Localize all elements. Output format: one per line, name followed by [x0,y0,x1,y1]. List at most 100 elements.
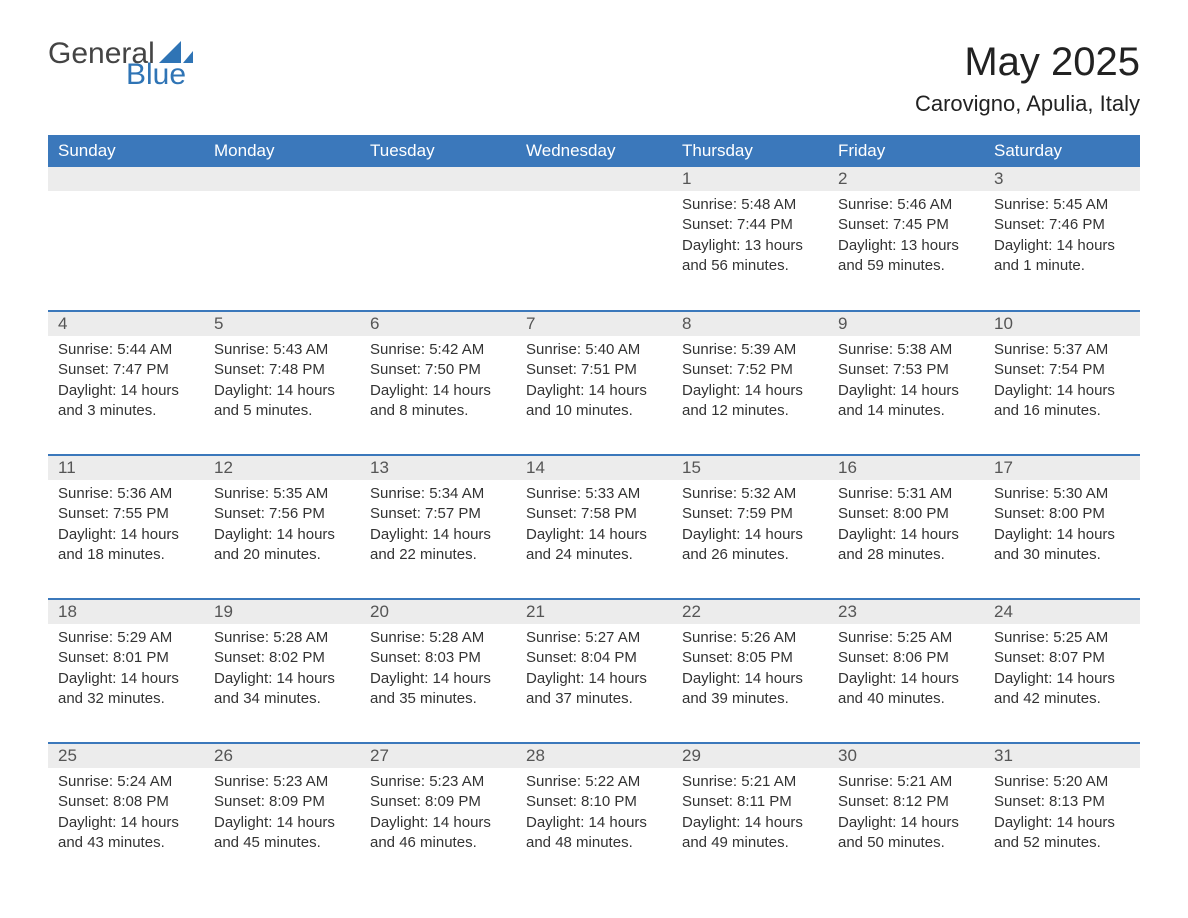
day-body: Sunrise: 5:38 AMSunset: 7:53 PMDaylight:… [828,336,984,429]
day-number: 4 [48,312,204,336]
daylight-line-1: Daylight: 14 hours [370,669,506,689]
day-body: Sunrise: 5:39 AMSunset: 7:52 PMDaylight:… [672,336,828,429]
col-sun: Sunday [48,135,204,167]
daylight-line-1: Daylight: 14 hours [58,669,194,689]
day-body: Sunrise: 5:27 AMSunset: 8:04 PMDaylight:… [516,624,672,717]
calendar-day-cell: 18Sunrise: 5:29 AMSunset: 8:01 PMDayligh… [48,599,204,743]
daylight-line-1: Daylight: 14 hours [682,525,818,545]
calendar-day-cell: 4Sunrise: 5:44 AMSunset: 7:47 PMDaylight… [48,311,204,455]
calendar-day-cell: 1Sunrise: 5:48 AMSunset: 7:44 PMDaylight… [672,167,828,311]
daylight-line-1: Daylight: 14 hours [58,813,194,833]
daylight-line-1: Daylight: 14 hours [370,813,506,833]
daylight-line-2: and 30 minutes. [994,545,1130,565]
sunset-line: Sunset: 7:52 PM [682,360,818,380]
day-number: 27 [360,744,516,768]
daylight-line-1: Daylight: 14 hours [526,669,662,689]
calendar-day-cell: 24Sunrise: 5:25 AMSunset: 8:07 PMDayligh… [984,599,1140,743]
daylight-line-1: Daylight: 14 hours [994,525,1130,545]
daylight-line-1: Daylight: 14 hours [58,381,194,401]
day-body: Sunrise: 5:32 AMSunset: 7:59 PMDaylight:… [672,480,828,573]
day-number: 6 [360,312,516,336]
calendar-day-cell [48,167,204,311]
day-body [204,191,360,203]
daylight-line-1: Daylight: 14 hours [838,525,974,545]
daylight-line-2: and 52 minutes. [994,833,1130,853]
weekday-header-row: Sunday Monday Tuesday Wednesday Thursday… [48,135,1140,167]
calendar-day-cell: 19Sunrise: 5:28 AMSunset: 8:02 PMDayligh… [204,599,360,743]
day-number: 24 [984,600,1140,624]
day-body: Sunrise: 5:23 AMSunset: 8:09 PMDaylight:… [360,768,516,861]
day-body: Sunrise: 5:40 AMSunset: 7:51 PMDaylight:… [516,336,672,429]
daylight-line-2: and 28 minutes. [838,545,974,565]
sunrise-line: Sunrise: 5:42 AM [370,340,506,360]
daylight-line-2: and 50 minutes. [838,833,974,853]
daylight-line-1: Daylight: 14 hours [682,813,818,833]
daylight-line-2: and 18 minutes. [58,545,194,565]
calendar-day-cell: 3 Sunrise: 5:45 AMSunset: 7:46 PMDaylight… [984,167,1140,311]
daylight-line-1: Daylight: 14 hours [526,813,662,833]
sunset-line: Sunset: 7:54 PM [994,360,1130,380]
title-location: Carovigno, Apulia, Italy [915,91,1140,117]
sunrise-line: Sunrise: 5:45 AM [994,195,1130,215]
daylight-line-2: and 35 minutes. [370,689,506,709]
daylight-line-1: Daylight: 14 hours [994,669,1130,689]
daylight-line-1: Daylight: 14 hours [214,813,350,833]
daylight-line-2: and 8 minutes. [370,401,506,421]
day-body: Sunrise: 5:42 AMSunset: 7:50 PMDaylight:… [360,336,516,429]
daylight-line-1: Daylight: 14 hours [994,236,1130,256]
sunset-line: Sunset: 7:53 PM [838,360,974,380]
daylight-line-1: Daylight: 14 hours [838,381,974,401]
day-number [48,167,204,191]
calendar-week-row: 1Sunrise: 5:48 AMSunset: 7:44 PMDaylight… [48,167,1140,311]
day-number: 3 [984,167,1140,191]
calendar-day-cell [516,167,672,311]
calendar-week-row: 18Sunrise: 5:29 AMSunset: 8:01 PMDayligh… [48,599,1140,743]
calendar-day-cell: 8Sunrise: 5:39 AMSunset: 7:52 PMDaylight… [672,311,828,455]
day-body: Sunrise: 5:46 AMSunset: 7:45 PMDaylight:… [828,191,984,284]
day-number: 15 [672,456,828,480]
day-number: 5 [204,312,360,336]
day-number: 19 [204,600,360,624]
sunrise-line: Sunrise: 5:38 AM [838,340,974,360]
col-thu: Thursday [672,135,828,167]
calendar-day-cell: 28Sunrise: 5:22 AMSunset: 8:10 PMDayligh… [516,743,672,887]
sunrise-line: Sunrise: 5:37 AM [994,340,1130,360]
daylight-line-1: Daylight: 14 hours [838,669,974,689]
sunset-line: Sunset: 8:09 PM [370,792,506,812]
sunset-line: Sunset: 8:00 PM [994,504,1130,524]
day-number: 9 [828,312,984,336]
calendar-day-cell: 7Sunrise: 5:40 AMSunset: 7:51 PMDaylight… [516,311,672,455]
calendar-day-cell: 14Sunrise: 5:33 AMSunset: 7:58 PMDayligh… [516,455,672,599]
daylight-line-2: and 59 minutes. [838,256,974,276]
daylight-line-2: and 1 minute. [994,256,1130,276]
daylight-line-2: and 56 minutes. [682,256,818,276]
daylight-line-1: Daylight: 14 hours [838,813,974,833]
title-block: May 2025 Carovigno, Apulia, Italy [915,40,1140,117]
day-body [360,191,516,203]
daylight-line-1: Daylight: 13 hours [682,236,818,256]
daylight-line-2: and 12 minutes. [682,401,818,421]
daylight-line-2: and 43 minutes. [58,833,194,853]
day-number [204,167,360,191]
daylight-line-2: and 48 minutes. [526,833,662,853]
calendar-day-cell [204,167,360,311]
daylight-line-1: Daylight: 14 hours [526,525,662,545]
calendar-day-cell: 23Sunrise: 5:25 AMSunset: 8:06 PMDayligh… [828,599,984,743]
day-number: 30 [828,744,984,768]
sunrise-line: Sunrise: 5:40 AM [526,340,662,360]
daylight-line-2: and 3 minutes. [58,401,194,421]
calendar-day-cell: 20Sunrise: 5:28 AMSunset: 8:03 PMDayligh… [360,599,516,743]
day-body: Sunrise: 5:35 AMSunset: 7:56 PMDaylight:… [204,480,360,573]
calendar-day-cell: 11Sunrise: 5:36 AMSunset: 7:55 PMDayligh… [48,455,204,599]
day-number [360,167,516,191]
sunset-line: Sunset: 7:46 PM [994,215,1130,235]
sunset-line: Sunset: 8:12 PM [838,792,974,812]
sunrise-line: Sunrise: 5:23 AM [370,772,506,792]
sunset-line: Sunset: 7:59 PM [682,504,818,524]
calendar-week-row: 4Sunrise: 5:44 AMSunset: 7:47 PMDaylight… [48,311,1140,455]
daylight-line-2: and 14 minutes. [838,401,974,421]
sunrise-line: Sunrise: 5:31 AM [838,484,974,504]
day-body: Sunrise: 5:37 AMSunset: 7:54 PMDaylight:… [984,336,1140,429]
daylight-line-1: Daylight: 14 hours [214,669,350,689]
sunrise-line: Sunrise: 5:36 AM [58,484,194,504]
